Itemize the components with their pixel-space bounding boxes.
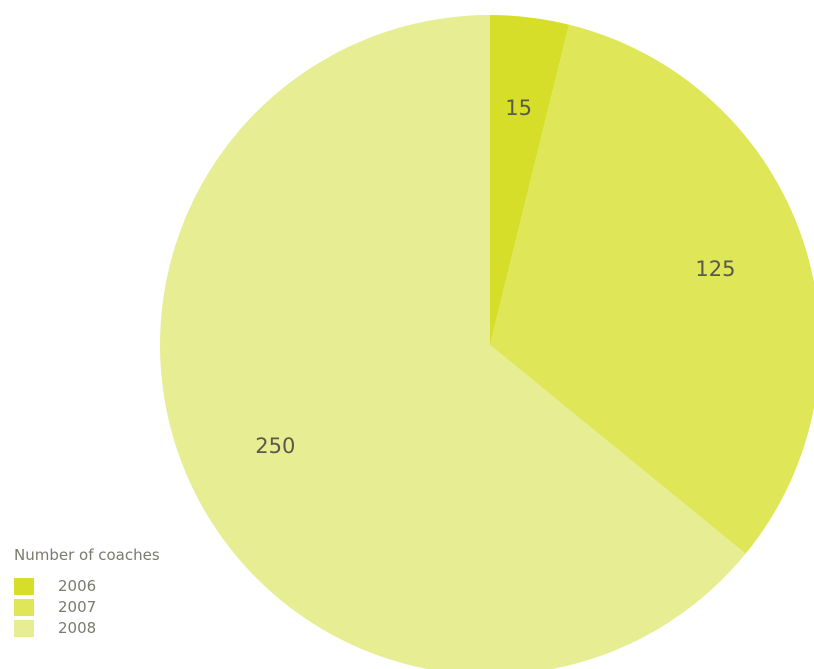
legend-label-2008: 2008 bbox=[58, 619, 97, 637]
pie-slice-2006 bbox=[490, 15, 569, 345]
legend-item-2008: 2008 bbox=[14, 618, 160, 638]
legend-swatch-2006 bbox=[14, 577, 34, 595]
legend-label-2007: 2007 bbox=[58, 598, 97, 616]
legend-item-2007: 2007 bbox=[14, 597, 160, 617]
legend-swatch-2008 bbox=[14, 619, 34, 637]
slice-value-label-2006: 15 bbox=[505, 96, 532, 120]
pie-slice-2007 bbox=[490, 24, 814, 554]
legend-title: Number of coaches bbox=[14, 546, 160, 564]
slice-value-label-2008: 250 bbox=[255, 434, 295, 458]
pie-slice-2008 bbox=[160, 15, 746, 669]
legend-label-2006: 2006 bbox=[58, 577, 97, 595]
legend-item-2006: 2006 bbox=[14, 576, 160, 596]
legend: Number of coaches 2006 2007 2008 bbox=[14, 546, 160, 639]
legend-swatch-2007 bbox=[14, 598, 34, 616]
slice-value-label-2007: 125 bbox=[695, 257, 735, 281]
